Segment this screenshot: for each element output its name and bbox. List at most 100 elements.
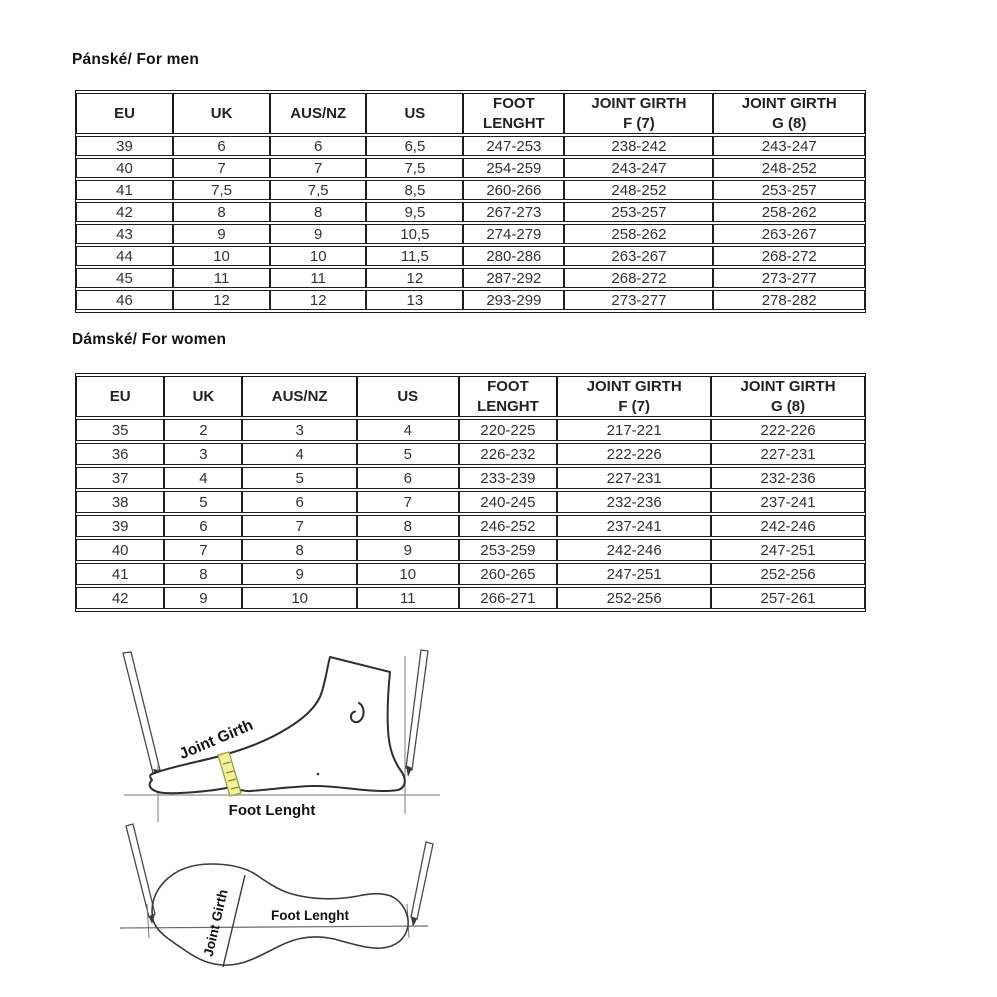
- size-cell: 40: [76, 539, 165, 561]
- size-cell: 278-282: [713, 290, 865, 310]
- size-row: 40 7 8 9 253-259 242-246 247-251: [76, 539, 865, 561]
- size-cell: 10: [173, 246, 271, 266]
- size-cell: 11: [173, 268, 271, 288]
- size-cell: 247-251: [557, 563, 712, 585]
- size-cell: 233-239: [458, 467, 558, 489]
- size-cell: 8: [164, 563, 243, 585]
- column-header: JOINT GIRTH F (7): [557, 376, 712, 417]
- size-cell: 227-231: [557, 467, 712, 489]
- size-cell: 5: [356, 443, 459, 465]
- size-cell: 274-279: [463, 224, 565, 244]
- size-cell: 5: [164, 491, 243, 513]
- size-cell: 280-286: [463, 246, 565, 266]
- size-cell: 8: [356, 515, 459, 537]
- size-cell: 246-252: [458, 515, 558, 537]
- size-cell: 38: [76, 491, 165, 513]
- size-cell: 238-242: [564, 136, 714, 156]
- size-cell: 10: [270, 246, 367, 266]
- size-cell: 6: [173, 136, 271, 156]
- size-cell: 268-272: [713, 246, 865, 266]
- size-cell: 268-272: [564, 268, 714, 288]
- sole-dot: [316, 772, 320, 776]
- foot-side-view-diagram: Joint Girth Foot Lenght: [100, 642, 470, 826]
- size-row: 42 8 8 9,5 267-273 253-257 258-262: [76, 202, 865, 222]
- size-row: 46 12 12 13 293-299 273-277 278-282: [76, 290, 865, 310]
- joint-girth-line: [222, 874, 246, 968]
- size-cell: 6,5: [366, 136, 464, 156]
- size-cell: 39: [76, 515, 165, 537]
- size-cell: 45: [76, 268, 174, 288]
- size-cell: 4: [242, 443, 357, 465]
- size-cell: 253-259: [458, 539, 558, 561]
- size-cell: 11: [270, 268, 367, 288]
- size-cell: 10: [242, 587, 357, 609]
- size-cell: 46: [76, 290, 174, 310]
- men-section-title: Pánské/ For men: [72, 51, 200, 68]
- size-cell: 9: [173, 224, 271, 244]
- size-cell: 258-262: [564, 224, 714, 244]
- size-cell: 237-241: [711, 491, 865, 513]
- size-cell: 36: [76, 443, 165, 465]
- size-cell: 7,5: [173, 180, 271, 200]
- size-cell: 9: [356, 539, 459, 561]
- size-cell: 242-246: [711, 515, 865, 537]
- header-row: EU UK AUS/NZ US FOOT LENGHT JOINT GIRTH F (7)…: [76, 376, 865, 417]
- size-cell: 7: [173, 158, 271, 178]
- size-cell: 260-266: [463, 180, 565, 200]
- size-cell: 232-236: [557, 491, 712, 513]
- size-cell: 6: [270, 136, 367, 156]
- column-header: US: [356, 376, 459, 417]
- size-row: 41 8 9 10 260-265 247-251 252-256: [76, 563, 865, 585]
- size-cell: 7: [270, 158, 367, 178]
- size-row: 36 3 4 5 226-232 222-226 227-231: [76, 443, 865, 465]
- footprint-outline: [151, 863, 409, 966]
- size-cell: 7,5: [270, 180, 367, 200]
- size-row: 37 4 5 6 233-239 227-231 232-236: [76, 467, 865, 489]
- size-cell: 263-267: [713, 224, 865, 244]
- size-cell: 7: [242, 515, 357, 537]
- size-cell: 273-277: [564, 290, 714, 310]
- size-cell: 8: [173, 202, 271, 222]
- size-cell: 42: [76, 202, 174, 222]
- size-row: 45 11 11 12 287-292 268-272 273-277: [76, 268, 865, 288]
- size-cell: 252-256: [557, 587, 712, 609]
- size-cell: 12: [173, 290, 271, 310]
- measuring-tape: [217, 751, 242, 797]
- size-cell: 243-247: [564, 158, 714, 178]
- header-row: EU UK AUS/NZ US FOOT LENGHT JOINT GIRTH F (7)…: [76, 93, 865, 134]
- size-cell: 7: [356, 491, 459, 513]
- size-cell: 9,5: [366, 202, 464, 222]
- column-header: FOOT LENGHT: [463, 93, 565, 134]
- size-cell: 9: [242, 563, 357, 585]
- size-cell: 3: [242, 419, 357, 441]
- size-cell: 220-225: [458, 419, 558, 441]
- size-cell: 227-231: [711, 443, 865, 465]
- size-cell: 248-252: [713, 158, 865, 178]
- size-cell: 13: [366, 290, 464, 310]
- size-cell: 248-252: [564, 180, 714, 200]
- size-cell: 242-246: [557, 539, 712, 561]
- toe-tick-guide: [146, 903, 150, 939]
- column-header: AUS/NZ: [242, 376, 357, 417]
- size-cell: 10,5: [366, 224, 464, 244]
- size-cell: 10: [356, 563, 459, 585]
- size-cell: 222-226: [557, 443, 712, 465]
- size-cell: 8,5: [366, 180, 464, 200]
- size-cell: 258-262: [713, 202, 865, 222]
- size-cell: 9: [270, 224, 367, 244]
- size-cell: 222-226: [711, 419, 865, 441]
- size-cell: 263-267: [564, 246, 714, 266]
- pencil-right: [410, 841, 434, 927]
- size-cell: 252-256: [711, 563, 865, 585]
- column-header: AUS/NZ: [270, 93, 367, 134]
- size-cell: 260-265: [458, 563, 558, 585]
- size-cell: 6: [164, 515, 243, 537]
- size-cell: 11: [356, 587, 459, 609]
- column-header: EU: [76, 93, 174, 134]
- size-cell: 7: [164, 539, 243, 561]
- size-row: 42 9 10 11 266-271 252-256 257-261: [76, 587, 865, 609]
- column-header: JOINT GIRTH G (8): [711, 376, 865, 417]
- size-cell: 44: [76, 246, 174, 266]
- size-cell: 293-299: [463, 290, 565, 310]
